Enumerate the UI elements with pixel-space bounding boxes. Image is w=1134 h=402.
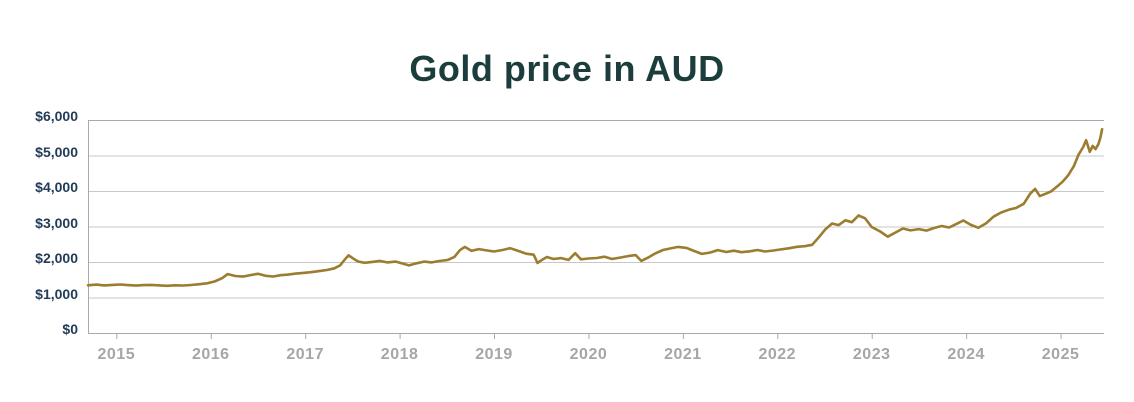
y-axis-label: $6,000 bbox=[35, 108, 78, 124]
y-axis-label: $0 bbox=[62, 321, 78, 337]
x-axis-label: 2023 bbox=[852, 346, 891, 363]
x-axis-label: 2019 bbox=[475, 346, 513, 363]
x-axis-label: 2021 bbox=[664, 346, 702, 363]
x-axis-label: 2015 bbox=[97, 346, 136, 363]
gold-price-line bbox=[86, 127, 1104, 288]
y-axis-label: $1,000 bbox=[35, 285, 78, 302]
chart-title: Gold price in AUD bbox=[409, 48, 725, 90]
x-axis-label: 2022 bbox=[758, 346, 797, 363]
plot-area bbox=[86, 120, 1104, 339]
x-axis-label: 2017 bbox=[286, 346, 324, 363]
y-axis-label: $5,000 bbox=[35, 143, 78, 160]
y-axis-label: $3,000 bbox=[35, 214, 78, 231]
x-axis-label: 2018 bbox=[380, 346, 419, 363]
x-axis-label: 2020 bbox=[569, 346, 608, 363]
x-axis-label: 2016 bbox=[191, 346, 230, 363]
x-axis-label: 2024 bbox=[947, 346, 985, 363]
x-axis-label: 2025 bbox=[1041, 346, 1080, 363]
y-axis-label: $4,000 bbox=[35, 179, 78, 195]
y-axis-label: $2,000 bbox=[35, 250, 78, 266]
